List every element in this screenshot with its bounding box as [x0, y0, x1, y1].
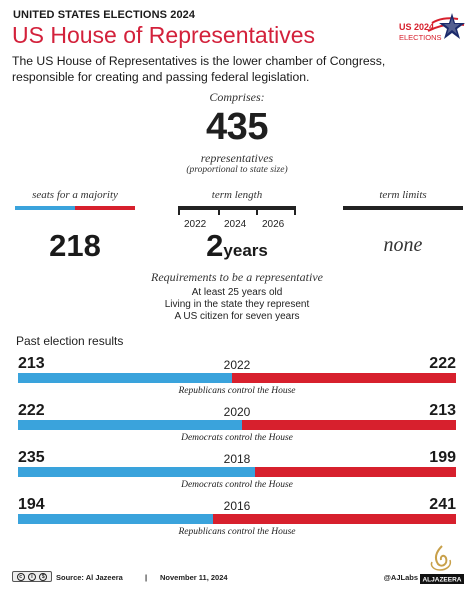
page-title: US House of Representatives [12, 22, 315, 48]
kicker-title: UNITED STATES ELECTIONS 2024 [13, 9, 196, 21]
term-year: 2024 [224, 219, 247, 230]
majority-bar-republican [75, 206, 135, 210]
al-jazeera-logo: ALJAZEERA [420, 545, 464, 584]
republican-bar [232, 373, 456, 383]
result-bar [18, 373, 456, 383]
republican-seats: 213 [429, 402, 456, 419]
representatives-note: (proportional to state size) [186, 165, 288, 175]
term-limits-bar [343, 206, 463, 210]
election-year: 2022 [223, 358, 251, 372]
representatives-label: representatives [200, 151, 274, 165]
star-icon: US 2024 ELECTIONS [399, 13, 465, 42]
control-caption: Republicans control the House [178, 386, 296, 396]
democrat-bar [18, 514, 214, 524]
republican-bar [255, 467, 456, 477]
control-caption: Republicans control the House [178, 527, 296, 537]
control-caption: Democrats control the House [181, 433, 293, 443]
term-tick [294, 206, 296, 215]
election-year: 2018 [223, 452, 251, 466]
term-length-unit: years [223, 241, 268, 260]
ajlabs-handle: @AJLabs [383, 573, 418, 582]
page-subtitle: The US House of Representatives is the l… [12, 54, 386, 84]
source-credit: Source: Al Jazeera [56, 573, 123, 582]
democrat-seats: 222 [18, 402, 45, 419]
republican-seats: 222 [429, 355, 456, 372]
requirement-item: Living in the state they represent [164, 299, 310, 310]
representatives-count: 435 [206, 106, 268, 148]
control-caption: Democrats control the House [181, 480, 293, 490]
requirement-item: At least 25 years old [191, 287, 283, 298]
republican-seats: 199 [429, 449, 456, 466]
democrat-bar [18, 467, 256, 477]
brand-wordmark: ALJAZEERA [422, 577, 461, 584]
creative-commons-icon: c i $ [12, 571, 52, 582]
republican-seats: 241 [429, 496, 456, 513]
comprises-label: Comprises: [209, 90, 265, 104]
past-results-title: Past election results [16, 334, 124, 348]
term-year: 2026 [262, 219, 285, 230]
term-length-number: 2 [206, 228, 224, 263]
republican-bar [241, 420, 456, 430]
term-limits-label: term limits [379, 189, 427, 201]
republican-bar [213, 514, 456, 524]
footer: c i $ Source: Al Jazeera | November 11, 20… [12, 545, 464, 584]
requirement-item: A US citizen for seven years [174, 311, 300, 322]
term-tick [256, 206, 258, 215]
term-timeline-bar [178, 206, 296, 210]
requirements-title: Requirements to be a representative [151, 270, 323, 284]
term-tick [218, 206, 220, 215]
us-2024-elections-logo: US 2024 ELECTIONS [398, 9, 470, 53]
result-bar [18, 514, 456, 524]
logo-line1: US 2024 [399, 22, 434, 32]
term-tick [178, 206, 180, 215]
democrat-seats: 194 [18, 496, 45, 513]
democrat-bar [18, 373, 233, 383]
majority-value: 218 [49, 228, 101, 263]
term-length-value: 2years [178, 228, 296, 264]
term-year: 2022 [184, 219, 207, 230]
result-bar [18, 420, 456, 430]
democrat-seats: 235 [18, 449, 45, 466]
democrat-bar [18, 420, 242, 430]
term-length-label: term length [211, 189, 263, 201]
term-limits-value: none [383, 234, 423, 256]
majority-bar-democrat [15, 206, 75, 210]
election-year: 2016 [223, 499, 251, 513]
footer-separator: | [145, 573, 148, 582]
majority-bar [15, 206, 135, 210]
democrat-seats: 213 [18, 355, 45, 372]
election-year: 2020 [223, 405, 251, 419]
result-bar [18, 467, 456, 477]
logo-line2: ELECTIONS [399, 33, 442, 42]
publish-date: November 11, 2024 [160, 573, 228, 582]
majority-label: seats for a majority [32, 189, 118, 201]
